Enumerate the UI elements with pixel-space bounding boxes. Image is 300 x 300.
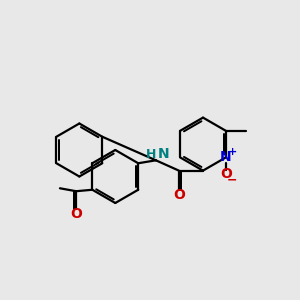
Text: H: H [146,148,156,161]
Text: −: − [227,173,238,186]
Text: +: + [228,147,237,157]
Text: N: N [158,147,169,161]
Text: O: O [220,167,232,182]
Text: O: O [173,188,185,202]
Text: N: N [220,150,232,164]
Text: O: O [70,207,82,221]
